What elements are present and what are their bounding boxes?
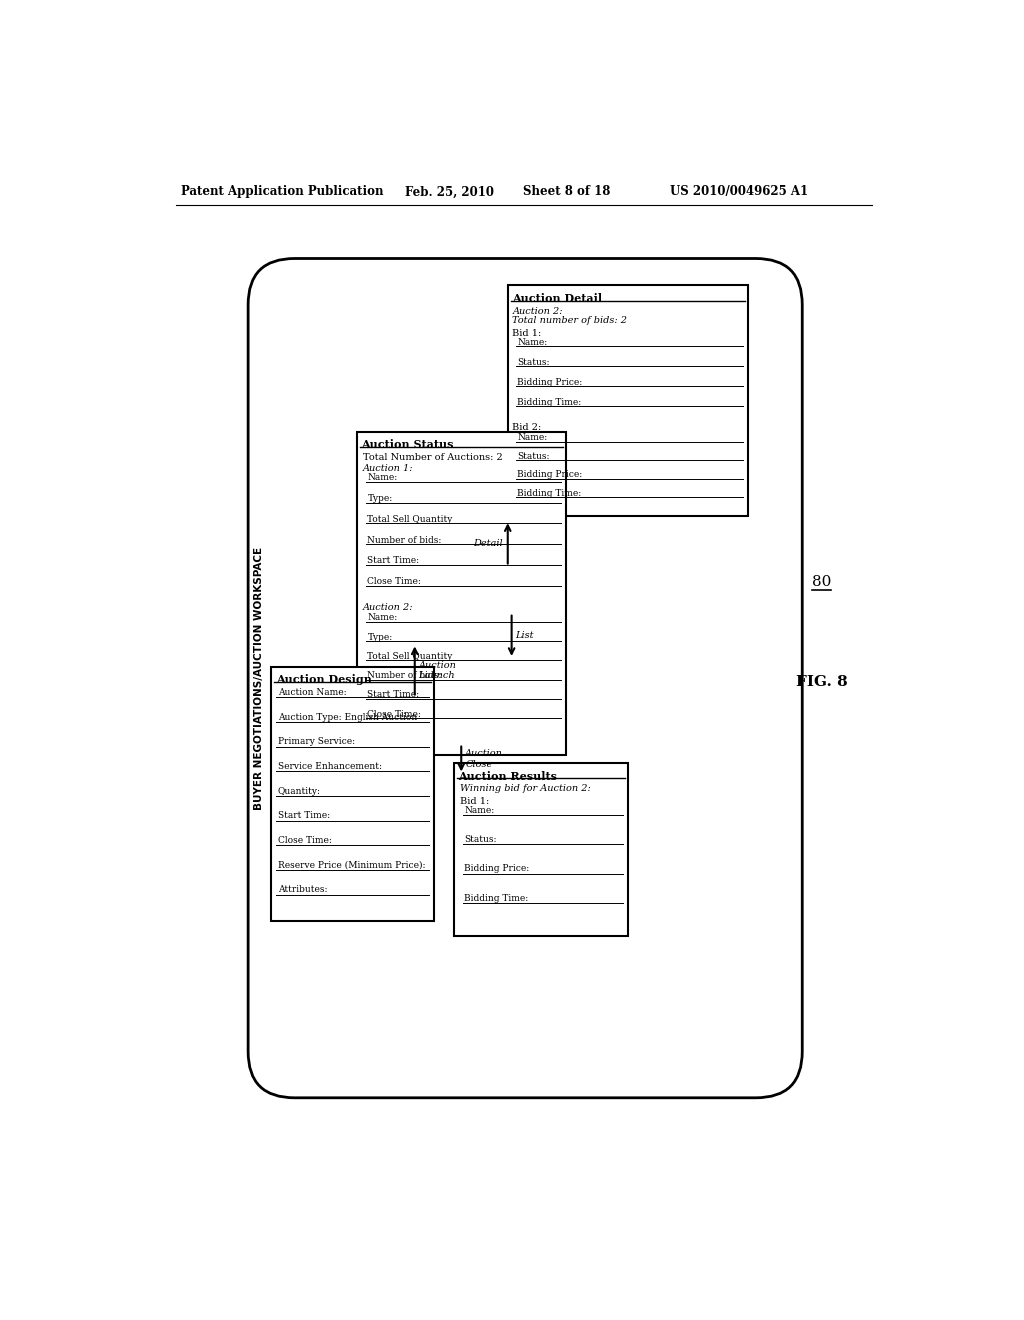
Text: Auction Status: Auction Status — [361, 440, 454, 450]
Text: Bidding Price:: Bidding Price: — [464, 865, 529, 874]
Text: FIG. 8: FIG. 8 — [796, 675, 848, 689]
Text: Auction Detail: Auction Detail — [512, 293, 602, 304]
Text: Auction Type: English Auction: Auction Type: English Auction — [278, 713, 417, 722]
Text: Total Sell Quantity: Total Sell Quantity — [368, 652, 453, 661]
Text: Start Time:: Start Time: — [368, 557, 420, 565]
Text: Feb. 25, 2010: Feb. 25, 2010 — [406, 185, 495, 198]
Text: Total Sell Quantity: Total Sell Quantity — [368, 515, 453, 524]
Text: Start Time:: Start Time: — [368, 690, 420, 700]
Text: Name:: Name: — [464, 807, 495, 814]
Text: Start Time:: Start Time: — [278, 812, 330, 820]
Text: Auction Name:: Auction Name: — [278, 688, 346, 697]
Bar — [508, 285, 748, 516]
Text: Auction
Launch: Auction Launch — [419, 661, 457, 680]
Text: Auction 2:: Auction 2: — [362, 603, 414, 611]
Text: Reserve Price (Minimum Price):: Reserve Price (Minimum Price): — [278, 861, 425, 870]
Text: Total number of bids: 2: Total number of bids: 2 — [512, 317, 628, 325]
Text: Auction Design: Auction Design — [276, 675, 372, 685]
Text: Name:: Name: — [517, 433, 547, 442]
Text: Bidding Price:: Bidding Price: — [517, 470, 583, 479]
Text: Bid 1:: Bid 1: — [460, 797, 488, 805]
Text: 80: 80 — [812, 576, 831, 589]
Text: Status:: Status: — [464, 836, 497, 845]
Text: Bidding Time:: Bidding Time: — [517, 488, 582, 498]
Text: Status:: Status: — [517, 358, 550, 367]
Text: Quantity:: Quantity: — [278, 787, 321, 796]
Bar — [356, 432, 566, 755]
Text: Status:: Status: — [517, 451, 550, 461]
Text: Bidding Time:: Bidding Time: — [464, 894, 528, 903]
Text: Close Time:: Close Time: — [368, 577, 421, 586]
Text: US 2010/0049625 A1: US 2010/0049625 A1 — [671, 185, 809, 198]
Text: Bidding Price:: Bidding Price: — [517, 378, 583, 387]
Text: Auction 2:: Auction 2: — [512, 308, 563, 315]
Bar — [454, 763, 628, 936]
Text: Type:: Type: — [368, 494, 393, 503]
Bar — [271, 667, 434, 921]
Text: Bidding Time:: Bidding Time: — [517, 397, 582, 407]
Text: Bid 2:: Bid 2: — [512, 422, 542, 432]
Text: Auction
Close: Auction Close — [465, 750, 503, 768]
Text: Total Number of Auctions: 2: Total Number of Auctions: 2 — [362, 453, 503, 462]
Text: Detail: Detail — [473, 539, 503, 548]
Text: Winning bid for Auction 2:: Winning bid for Auction 2: — [460, 784, 591, 793]
Text: Patent Application Publication: Patent Application Publication — [180, 185, 383, 198]
Text: Type:: Type: — [368, 632, 393, 642]
Text: Attributes:: Attributes: — [278, 886, 327, 894]
Text: Close Time:: Close Time: — [278, 836, 332, 845]
Text: Auction 1:: Auction 1: — [362, 465, 414, 473]
Text: Close Time:: Close Time: — [368, 710, 421, 718]
Text: Sheet 8 of 18: Sheet 8 of 18 — [523, 185, 610, 198]
Text: Service Enhancement:: Service Enhancement: — [278, 762, 382, 771]
Text: Auction Results: Auction Results — [458, 771, 557, 781]
Text: Number of bids:: Number of bids: — [368, 536, 441, 545]
Text: Primary Service:: Primary Service: — [278, 738, 354, 746]
Text: List: List — [515, 631, 534, 640]
Text: Name:: Name: — [517, 338, 547, 347]
Text: Name:: Name: — [368, 614, 397, 623]
Text: Number of bids:: Number of bids: — [368, 671, 441, 680]
FancyBboxPatch shape — [248, 259, 802, 1098]
Text: Name:: Name: — [368, 474, 397, 482]
Text: BUYER NEGOTIATIONS/AUCTION WORKSPACE: BUYER NEGOTIATIONS/AUCTION WORKSPACE — [254, 546, 264, 809]
Text: Bid 1:: Bid 1: — [512, 329, 542, 338]
